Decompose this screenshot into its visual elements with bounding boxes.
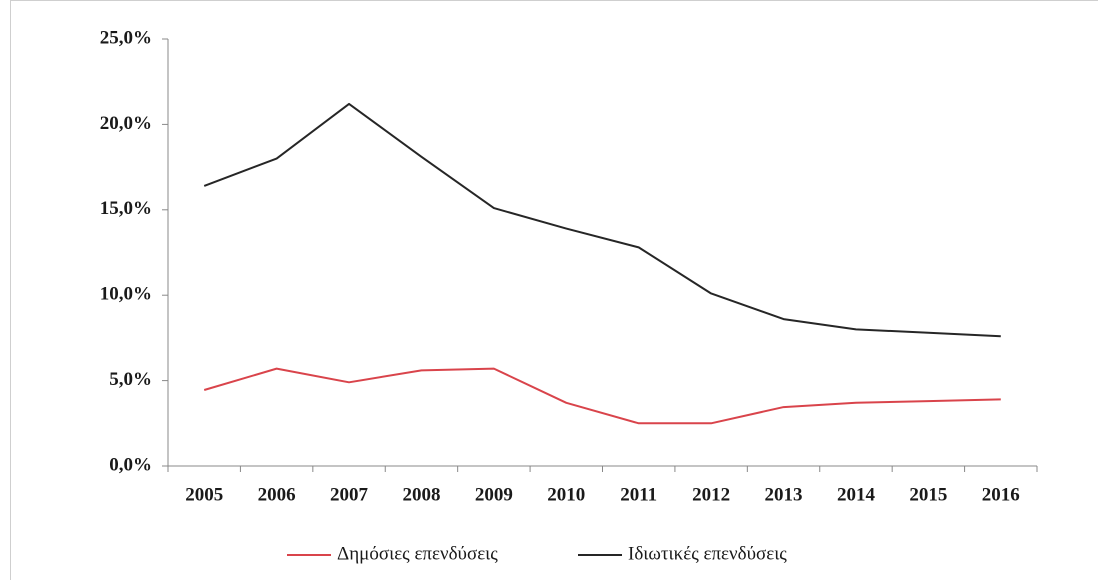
- y-tick-label: 0,0%: [109, 454, 152, 475]
- x-tick-label: 2006: [258, 484, 296, 505]
- y-tick-label: 25,0%: [100, 27, 152, 48]
- legend-label: Ιδιωτικές επενδύσεις: [628, 543, 787, 564]
- x-tick-label: 2011: [620, 484, 657, 505]
- x-tick-label: 2009: [475, 484, 513, 505]
- x-tick-label: 2015: [909, 484, 947, 505]
- x-tick-label: 2012: [692, 484, 730, 505]
- x-tick-label: 2008: [402, 484, 440, 505]
- x-tick-label: 2016: [982, 484, 1020, 505]
- y-tick-label: 15,0%: [100, 198, 152, 219]
- y-tick-label: 10,0%: [100, 284, 152, 305]
- line-series: [203, 102, 1001, 338]
- y-tick-label: 20,0%: [100, 113, 152, 134]
- x-tick-label: 2010: [547, 484, 585, 505]
- x-tick-label: 2007: [330, 484, 369, 505]
- frame: [10, 0, 1098, 580]
- legend-label: Δημόσιες επενδύσεις: [337, 543, 498, 564]
- y-tick-label: 5,0%: [109, 369, 152, 390]
- x-tick-label: 2014: [837, 484, 876, 505]
- line-series: [203, 367, 1001, 425]
- x-tick-label: 2013: [765, 484, 803, 505]
- x-tick-label: 2005: [185, 484, 223, 505]
